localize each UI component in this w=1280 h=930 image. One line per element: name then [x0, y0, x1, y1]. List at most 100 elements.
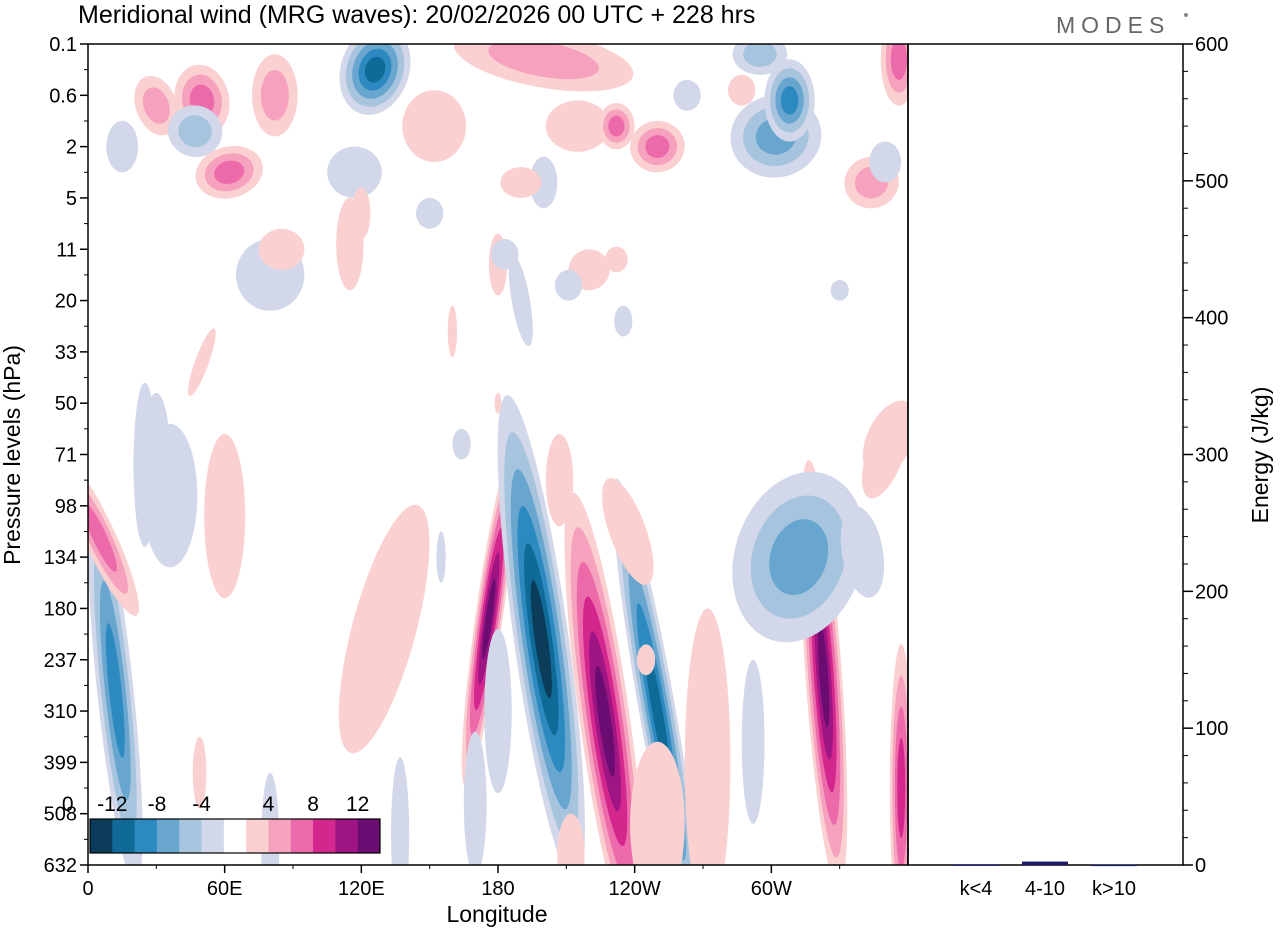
y-tick-label: 71	[55, 445, 77, 467]
negative-contour	[106, 120, 139, 173]
positive-contour	[817, 623, 830, 728]
energy-axis-label: Energy (J/kg)	[1247, 387, 1273, 524]
energy-bar	[1022, 861, 1068, 865]
positive-contour	[645, 135, 670, 159]
energy-tick-label: 500	[1195, 171, 1228, 193]
negative-contour	[741, 659, 765, 825]
chart-title: Meridional wind (MRG waves): 20/02/2026 …	[78, 1, 755, 29]
colorbar-swatch	[90, 819, 113, 853]
energy-tick-label: 100	[1195, 718, 1228, 740]
y-tick-label: 399	[44, 752, 77, 774]
negative-contour	[508, 255, 533, 347]
y-tick-label: 2	[66, 137, 77, 159]
negative-contour	[416, 197, 444, 229]
negative-contour	[530, 580, 552, 699]
positive-contour	[608, 115, 625, 137]
colorbar-label: -4	[192, 793, 211, 816]
negative-contour	[391, 757, 410, 865]
x-tick-label: 120E	[338, 878, 385, 900]
positive-contour	[482, 578, 496, 660]
y-tick-label: 0.1	[49, 34, 77, 56]
pressure-axis: 0.1 0.6 2 5 11 20 33 50 71 98 134 180 237 310 399 508 63…	[44, 34, 88, 877]
colorbar-label: 0	[62, 793, 74, 816]
negative-contour	[743, 44, 777, 67]
negative-contour	[463, 731, 487, 865]
positive-contour	[338, 504, 430, 754]
positive-contour	[336, 197, 364, 291]
colorbar-label: 12	[346, 793, 369, 816]
colorbar-frame	[89, 818, 381, 854]
logo-registered-mark	[1184, 13, 1188, 17]
colorbar-swatch	[201, 819, 225, 853]
negative-contour	[780, 86, 799, 115]
y-axis-label: Pressure levels (hPa)	[0, 345, 25, 565]
negative-contour	[529, 156, 558, 209]
energy-bar	[953, 864, 999, 866]
positive-contour	[204, 433, 246, 599]
energy-category-label: k<4	[960, 878, 993, 900]
negative-contour	[178, 115, 212, 148]
positive-contour	[897, 738, 906, 838]
positive-contour	[728, 74, 756, 106]
x-tick-label: 60E	[207, 878, 243, 900]
contour-field	[88, 44, 908, 865]
positive-contour	[545, 100, 610, 152]
colorbar-swatch	[223, 819, 247, 853]
energy-tick-label: 200	[1195, 581, 1228, 603]
colorbar-swatch	[268, 819, 292, 853]
energy-tick-label: 400	[1195, 308, 1228, 330]
positive-contour	[402, 90, 467, 162]
positive-contour	[630, 741, 685, 865]
negative-contour	[830, 280, 849, 301]
colorbar-label: -12	[97, 793, 127, 816]
x-tick-label: 120W	[609, 878, 661, 900]
energy-bars: k<4 4-10 k>10	[953, 861, 1137, 900]
positive-contour	[595, 665, 615, 777]
energy-category-label: 4-10	[1025, 878, 1065, 900]
negative-contour	[614, 305, 633, 337]
colorbar-label: 8	[307, 793, 319, 816]
positive-contour	[500, 167, 542, 198]
energy-tick-label: 300	[1195, 445, 1228, 467]
positive-contour	[88, 501, 118, 572]
y-tick-label: 0.6	[49, 85, 77, 107]
positive-contour	[557, 813, 585, 865]
negative-contour	[673, 79, 701, 111]
positive-contour	[447, 305, 457, 357]
negative-contour	[484, 629, 512, 794]
negative-contour	[105, 623, 125, 758]
positive-contour	[260, 70, 289, 121]
negative-contour	[869, 141, 902, 183]
colorbar-swatch	[313, 819, 336, 853]
energy-category-label: k>10	[1092, 878, 1136, 900]
positive-contour	[545, 434, 574, 527]
colorbar-swatch	[290, 819, 314, 853]
modes-logo: MODES	[1056, 12, 1170, 38]
y-tick-label: 180	[44, 598, 77, 620]
y-tick-label: 98	[55, 496, 77, 518]
y-tick-label: 20	[55, 291, 77, 313]
positive-contour	[637, 644, 656, 676]
colorbar-swatch	[179, 819, 203, 853]
positive-contour	[488, 44, 599, 80]
negative-contour	[452, 428, 471, 460]
colorbar-swatch	[335, 819, 359, 853]
y-tick-label: 310	[44, 701, 77, 723]
colorbar-label: 4	[263, 793, 275, 816]
negative-contour	[142, 392, 170, 517]
energy-tick-label: 0	[1195, 855, 1206, 877]
positive-contour	[188, 328, 216, 396]
positive-contour	[494, 392, 502, 414]
energy-axis: 0 100 200 300 400 500 600	[1183, 34, 1228, 877]
positive-contour	[192, 736, 207, 809]
negative-contour	[327, 146, 382, 198]
colorbar-swatch	[112, 819, 136, 853]
y-tick-label: 11	[56, 239, 77, 261]
negative-contour	[840, 506, 885, 598]
energy-tick-label: 600	[1195, 34, 1228, 56]
y-tick-label: 50	[55, 393, 77, 415]
negative-contour	[436, 531, 446, 583]
longitude-axis: 0 60E 120E 180 120W 60W	[82, 865, 841, 900]
colorbar-label: -8	[148, 793, 167, 816]
